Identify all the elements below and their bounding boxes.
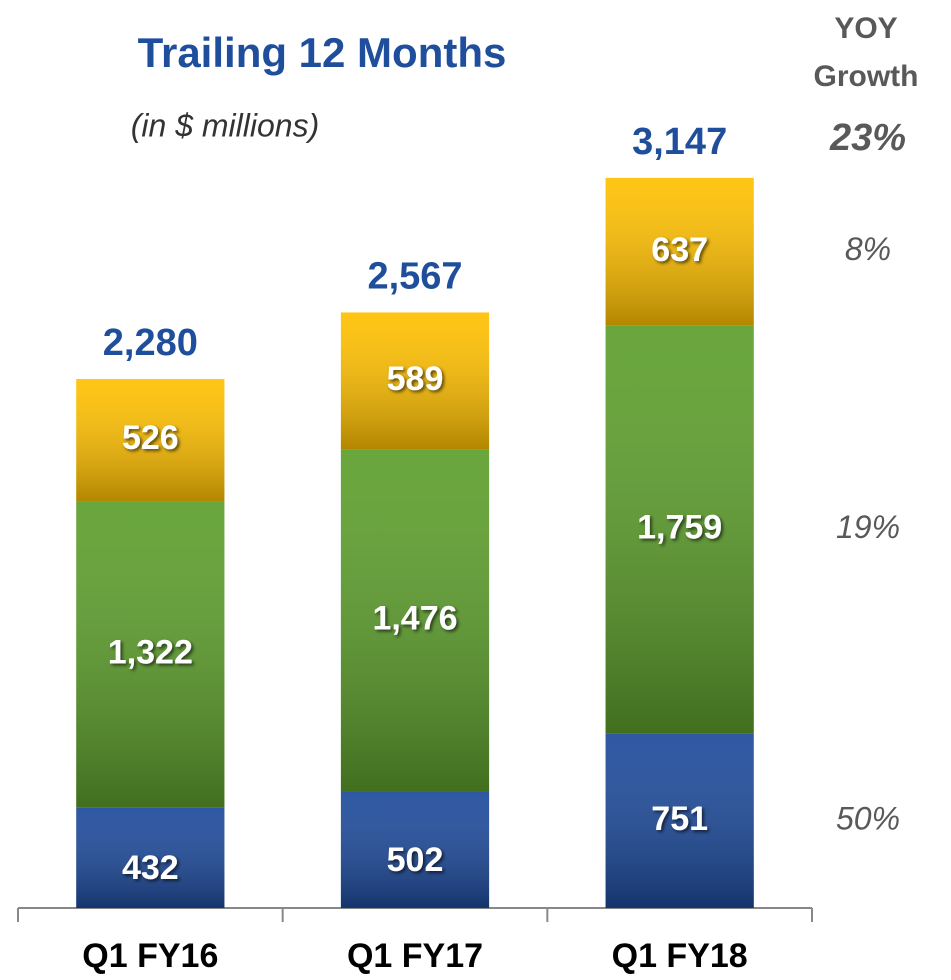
value-label: 751 (651, 800, 708, 838)
growth-total: 23% (829, 117, 906, 159)
bar-shade (605, 733, 754, 908)
value-label: 432 (122, 849, 179, 887)
value-label: 502 (387, 841, 444, 879)
bar-shade (605, 325, 754, 734)
growth-heading: Growth (814, 60, 919, 93)
x-tick-label: Q1 FY18 (612, 937, 748, 975)
bar-shade (340, 449, 490, 792)
chart-title: Trailing 12 Months (138, 29, 507, 76)
value-label: 1,476 (372, 599, 457, 637)
bar-shade (340, 791, 490, 908)
bar-shade (76, 807, 225, 908)
value-label: 589 (387, 360, 444, 398)
bar-shade (340, 312, 490, 450)
total-label: 2,280 (103, 322, 198, 364)
chart-subtitle: (in $ millions) (131, 107, 319, 143)
total-label: 3,147 (632, 121, 727, 163)
x-tick-label: Q1 FY17 (347, 937, 483, 975)
bar-shade (76, 501, 225, 808)
value-label: 526 (122, 419, 179, 457)
bar-shade (605, 177, 754, 326)
value-label: 637 (651, 231, 708, 269)
value-label: 1,322 (108, 633, 193, 671)
bar-shade (76, 379, 225, 502)
growth-label: 50% (836, 800, 900, 836)
growth-label: 8% (845, 231, 891, 267)
value-label: 1,759 (637, 509, 722, 547)
total-label: 2,567 (367, 255, 462, 297)
growth-label: 19% (836, 509, 900, 545)
x-tick-label: Q1 FY16 (82, 937, 218, 975)
growth-heading: YOY (834, 12, 897, 45)
